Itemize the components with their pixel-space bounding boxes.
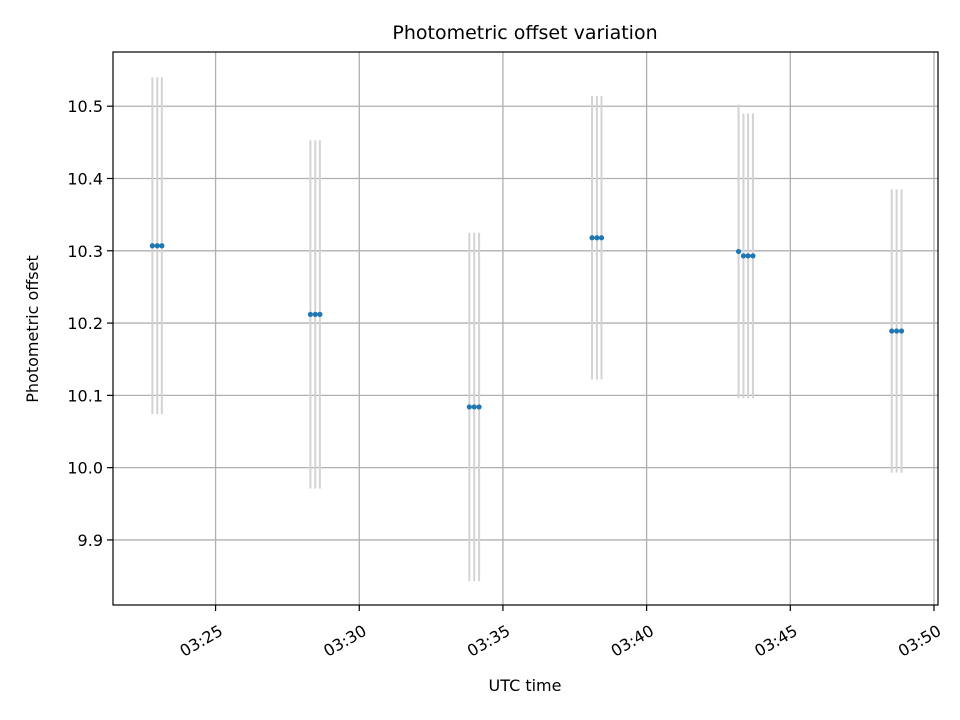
chart-title: Photometric offset variation xyxy=(392,22,657,44)
x-axis-label: UTC time xyxy=(489,676,562,695)
data-point xyxy=(735,248,742,255)
y-tick-label: 10.4 xyxy=(67,170,103,189)
data-point xyxy=(149,243,155,249)
y-axis-label: Photometric offset xyxy=(23,255,42,403)
data-point xyxy=(307,311,314,318)
data-point xyxy=(159,243,165,249)
y-tick-label: 9.9 xyxy=(78,531,103,550)
data-point xyxy=(466,404,472,410)
data-point xyxy=(745,253,751,259)
y-tick-label: 10.0 xyxy=(67,459,103,478)
y-tick-label: 10.2 xyxy=(67,314,103,333)
y-tick-label: 10.5 xyxy=(67,97,103,116)
data-point xyxy=(589,235,595,241)
data-point xyxy=(312,311,318,318)
data-point xyxy=(889,328,895,334)
data-point xyxy=(598,235,605,241)
data-point xyxy=(750,253,756,259)
y-tick-label: 10.1 xyxy=(67,386,103,405)
data-point xyxy=(898,328,905,334)
grid-lines xyxy=(113,52,938,605)
axes-frame xyxy=(112,51,939,606)
y-tick-label: 10.3 xyxy=(67,242,103,261)
data-point xyxy=(594,235,600,241)
data-point xyxy=(476,404,482,410)
data-point xyxy=(894,328,900,334)
data-point xyxy=(471,404,477,410)
data-points xyxy=(149,235,905,410)
data-point xyxy=(317,311,323,318)
data-point xyxy=(740,253,747,259)
data-point xyxy=(154,243,160,249)
